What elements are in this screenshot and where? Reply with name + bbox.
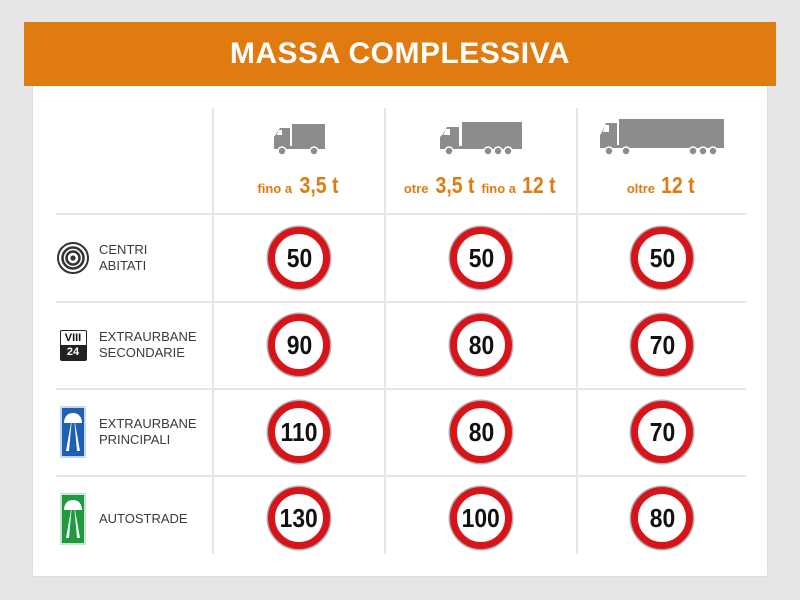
speed-limit-sign: 80 [450,401,512,463]
grid-divider [212,108,214,554]
speed-limit-value: 80 [468,329,494,360]
speed-limit-card [33,24,767,576]
row-label-main-roads: EXTRAURBANE PRINCIPALI [56,389,209,475]
grid-divider [56,475,746,477]
grid-divider [56,301,746,303]
row-label-line: AUTOSTRADE [99,511,188,526]
speed-limit-sign: 130 [268,487,330,549]
speed-limit-value: 90 [286,329,312,360]
row-label-line: PRINCIPALI [99,432,171,447]
grid-divider [576,108,578,554]
weight-value: 3,5 t [298,172,339,198]
speed-limit-sign: 50 [631,227,693,289]
column-header-up-to-3-5t: fino a 3,5 t [214,110,384,210]
row-label-line: ABITATI [99,258,147,273]
urban-area-sign-icon [57,242,89,274]
speed-limit-sign: 100 [450,487,512,549]
medium-truck-icon [440,122,522,156]
speed-limit-value: 50 [468,242,494,273]
main-road-sign-icon [59,405,87,459]
large-truck-trailer-icon [600,119,724,156]
speed-limit-sign: 80 [450,314,512,376]
row-label-line: EXTRAURBANE [99,416,197,431]
weight-value: 12 t [661,172,696,198]
weight-prefix: fino a [257,181,293,196]
motorway-sign-icon [59,492,87,546]
speed-limit-value: 80 [468,416,494,447]
secondary-road-sign-icon: VIII 24 [59,329,87,361]
road-sign-text: 24 [60,345,86,360]
page-title: MASSA COMPLESSIVA [24,22,776,86]
row-label-secondary-roads: VIII 24 EXTRAURBANE SECONDARIE [56,302,209,388]
speed-limit-value: 70 [649,329,675,360]
speed-limit-sign: 70 [631,401,693,463]
weight-value: 3,5 t [435,172,475,198]
small-truck-icon [274,124,325,156]
speed-limit-sign: 50 [268,227,330,289]
speed-limit-value: 110 [280,416,318,447]
weight-prefix: oltre [626,181,656,196]
speed-limit-sign: 110 [268,401,330,463]
weight-prefix: otre [403,181,429,196]
speed-limit-value: 50 [649,242,675,273]
speed-limit-sign: 80 [631,487,693,549]
weight-value: 12 t [522,172,557,198]
row-label-motorways: AUTOSTRADE [56,476,209,562]
grid-divider [384,108,386,554]
row-label-line: SECONDARIE [99,345,185,360]
column-header-over-12t: oltre 12 t [578,110,746,210]
row-label-line: EXTRAURBANE [99,329,197,344]
speed-limit-value: 50 [286,242,312,273]
road-sign-text: VIII [64,331,82,344]
speed-limit-sign: 90 [268,314,330,376]
column-header-3-5t-to-12t: otre 3,5 t fino a 12 t [386,110,576,210]
speed-limit-value: 100 [461,502,501,533]
speed-limit-value: 130 [279,502,319,533]
weight-prefix: fino a [481,181,517,196]
row-label-line: CENTRI [99,242,148,257]
speed-limit-value: 70 [649,416,675,447]
grid-divider [56,213,746,215]
grid-divider [56,388,746,390]
speed-limit-value: 80 [649,502,675,533]
row-label-urban-centres: CENTRI ABITATI [56,215,209,301]
speed-limit-sign: 70 [631,314,693,376]
speed-limit-sign: 50 [450,227,512,289]
